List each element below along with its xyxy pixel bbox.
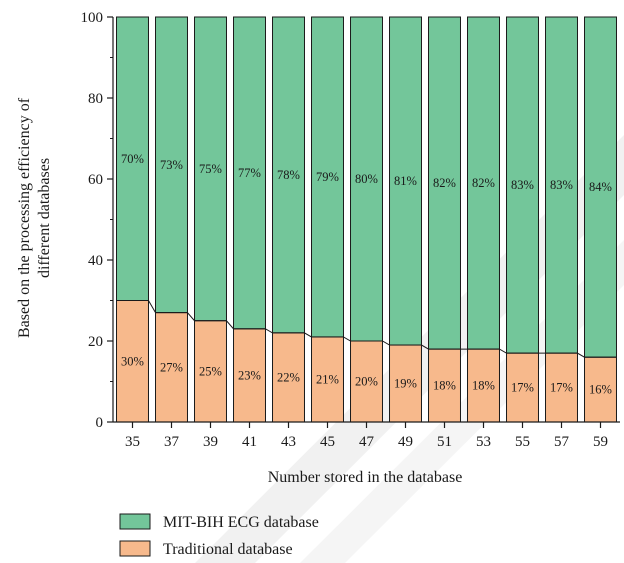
x-tick-label-53: 53	[476, 434, 491, 450]
bar-traditional-45	[311, 336, 344, 423]
bar-traditional-55	[506, 352, 539, 423]
bar-mitbih-45	[311, 16, 344, 338]
bar-mitbih-41	[233, 16, 266, 330]
bar-label-traditional-51: 18%	[433, 379, 456, 393]
bar-label-traditional-55: 17%	[511, 381, 534, 395]
bars-layer	[116, 16, 617, 423]
bar-label-mitbih-41: 77%	[238, 166, 261, 180]
bar-label-mitbih-35: 70%	[121, 152, 144, 166]
bar-mitbih-57	[545, 16, 578, 354]
bar-label-mitbih-53: 82%	[472, 176, 495, 190]
bar-mitbih-59	[584, 16, 617, 358]
legend-label-traditional: Traditional database	[163, 541, 293, 558]
y-tick-label-100: 100	[81, 10, 104, 26]
x-axis-title: Number stored in the database	[268, 469, 463, 486]
bar-mitbih-39	[194, 16, 227, 322]
legend-label-mitbih: MIT-BIH ECG database	[163, 514, 319, 531]
y-tick-label-60: 60	[88, 172, 103, 188]
bar-label-mitbih-55: 83%	[511, 178, 534, 192]
bar-mitbih-37	[155, 16, 188, 314]
bar-mitbih-35	[116, 16, 149, 301]
bar-label-mitbih-57: 83%	[550, 178, 573, 192]
axes-layer: 0 20 40 60 80 100 35 37 39 41 43 45 47 49 51 53 55 57 59	[81, 10, 620, 450]
legend-swatch-traditional	[119, 540, 151, 557]
x-tick-label-47: 47	[359, 434, 375, 450]
series-boundary-line	[116, 300, 617, 358]
bar-label-mitbih-47: 80%	[355, 172, 378, 186]
bar-traditional-53	[467, 348, 500, 423]
bar-traditional-51	[428, 348, 461, 423]
bar-traditional-49	[389, 344, 422, 423]
x-tick-label-59: 59	[593, 434, 608, 450]
y-axis-title: Based on the processing efficiency of di…	[16, 97, 53, 338]
y-axis-title-line-2: different databases	[36, 158, 53, 278]
bar-traditional-47	[350, 340, 383, 423]
bar-label-mitbih-39: 75%	[199, 162, 222, 176]
x-tick-label-39: 39	[203, 434, 218, 450]
bar-traditional-37	[155, 312, 188, 423]
bar-label-mitbih-45: 79%	[316, 170, 339, 184]
bar-label-traditional-39: 25%	[199, 364, 222, 378]
x-tick-label-43: 43	[281, 434, 296, 450]
bar-label-traditional-47: 20%	[355, 375, 378, 389]
bar-label-traditional-53: 18%	[472, 379, 495, 393]
x-tick-label-35: 35	[125, 434, 140, 450]
bar-label-traditional-49: 19%	[394, 377, 417, 391]
bar-mitbih-55	[506, 16, 539, 354]
x-tick-label-57: 57	[554, 434, 570, 450]
bar-label-mitbih-51: 82%	[433, 176, 456, 190]
bar-label-traditional-37: 27%	[160, 360, 183, 374]
y-tick-label-20: 20	[88, 334, 103, 350]
bar-traditional-57	[545, 352, 578, 423]
bar-mitbih-49	[389, 16, 422, 346]
bar-label-mitbih-59: 84%	[589, 180, 612, 194]
x-tick-label-55: 55	[515, 434, 530, 450]
x-tick-label-49: 49	[398, 434, 413, 450]
y-tick-label-40: 40	[88, 253, 103, 269]
y-axis-title-line-1: Based on the processing efficiency of	[16, 97, 33, 338]
legend-swatch-mitbih	[119, 513, 151, 530]
y-tick-label-80: 80	[88, 91, 103, 107]
x-tick-label-51: 51	[437, 434, 452, 450]
bar-mitbih-47	[350, 16, 383, 342]
bar-traditional-59	[584, 356, 617, 423]
x-tick-label-41: 41	[242, 434, 257, 450]
bar-label-traditional-45: 21%	[316, 372, 339, 386]
y-tick-label-0: 0	[96, 415, 104, 431]
bar-label-mitbih-37: 73%	[160, 158, 183, 172]
bar-traditional-39	[194, 320, 227, 423]
x-tick-label-37: 37	[164, 434, 180, 450]
bar-label-traditional-59: 16%	[589, 383, 612, 397]
bar-label-mitbih-49: 81%	[394, 174, 417, 188]
bar-label-traditional-57: 17%	[550, 381, 573, 395]
bar-label-traditional-41: 23%	[238, 368, 261, 382]
watermark-stripe-2	[300, 240, 624, 563]
bar-mitbih-51	[428, 16, 461, 350]
x-tick-label-45: 45	[320, 434, 335, 450]
bar-label-traditional-43: 22%	[277, 370, 300, 384]
bar-labels-layer: 70% 30% 73% 27% 75% 25% 77% 23% 78% 22% 79% 21% 80% 2…	[121, 152, 612, 397]
bar-label-mitbih-43: 78%	[277, 168, 300, 182]
bar-label-traditional-35: 30%	[121, 354, 144, 368]
legend: MIT-BIH ECG database Traditional databas…	[119, 513, 319, 558]
